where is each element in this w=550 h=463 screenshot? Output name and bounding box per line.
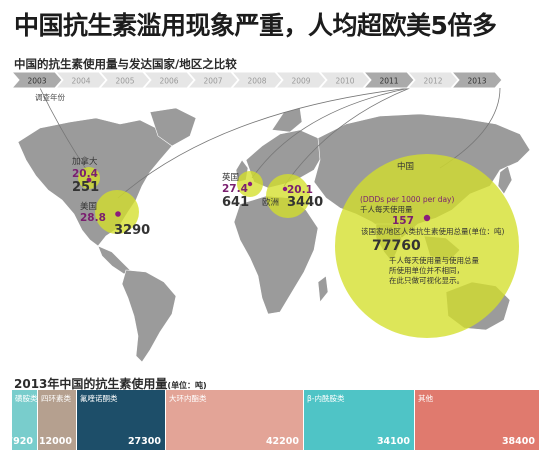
usage-segment-value: 27300 [127,436,161,447]
timeline-arrow-2013 [450,72,503,89]
timeline-arrow-2003 [10,72,63,89]
timeline-year-2008: 2008 [247,77,266,86]
chart-subtitle: 中国的抗生素使用量与发达国家/地区之比较 [14,57,237,71]
timeline-year-2004: 2004 [71,77,90,86]
south-america-landmass [121,269,177,363]
timeline-arrow-2011 [362,72,415,89]
timeline-year-2006: 2006 [159,77,178,86]
usage-segment-label: 四环素类 [41,394,71,403]
china-total-caption: 该国家/地区人类抗生素使用总量(单位：吨) [361,227,505,236]
timeline-year-2005: 2005 [115,77,134,86]
usage-segment-0: 磺胺类 7920 [12,390,37,450]
connector-usa [117,87,411,199]
connector-canada [39,87,89,173]
china-ddd-caption-cn: 千人每天使用量 [360,205,413,214]
usage-segment-value: 34100 [376,436,410,447]
usage-segment-label: 氟喹诺酮类 [80,394,118,403]
timeline-arrow-2005 [98,72,151,89]
connector-uk [251,87,411,179]
uk-total: 641 [222,195,250,210]
china-note-line3: 在此只做可视化显示。 [389,276,464,285]
timeline-arrow-2007 [186,72,239,89]
europe-total: 3440 [287,195,324,210]
usage-segment-label: 其他 [418,394,433,403]
timeline-year-2013: 2013 [467,77,486,86]
canada-name: 加拿大 [72,157,98,167]
usage-treemap: 磺胺类 7920 四环素类 12000 氟喹诺酮类 27300 大环内酯类 42200 β-内酰… [12,390,540,450]
usage-segment-5: 其他 38400 [415,390,539,450]
timeline-year-2009: 2009 [291,77,310,86]
timeline-arrow-2004 [54,72,107,89]
canada-total: 251 [72,180,100,195]
usage-title-text: 2013年中国的抗生素使用量 [14,377,168,391]
china-ddd: 157 [392,215,414,227]
usage-segment-label: 磺胺类 [15,394,37,403]
timeline-arrow-2006 [142,72,195,89]
usage-unit: (单位：吨) [167,381,207,390]
usage-title: 2013年中国的抗生素使用量(单位：吨) [14,375,207,392]
usage-segment-value: 12000 [38,436,72,447]
canada-ddd: 20.4 [72,168,98,180]
usa-ddd: 28.8 [80,212,106,224]
timeline-year-2011: 2011 [379,77,398,86]
china-note-line1: 千人每天使用量与使用总量 [389,256,479,265]
usage-segment-label: 大环内酯类 [169,394,207,403]
dot-uk [247,181,253,187]
timeline-year-2010: 2010 [335,77,354,86]
usage-segment-1: 四环素类 12000 [38,390,76,450]
dot-china [423,214,431,222]
china-ddd-caption: (DDDs per 1000 per day) [360,195,455,204]
china-name: 中国 [397,162,415,172]
usage-segment-4: β-内酰胺类 34100 [304,390,414,450]
connector-europe [283,87,411,187]
dot-usa [115,211,121,217]
europe-landmass [245,129,323,189]
page-title: 中国抗生素滥用现象严重，人均超欧美5倍多 [14,11,497,40]
survey-year-label: 调查年份 [35,93,65,102]
timeline-arrow-2012 [406,72,459,89]
uk-ddd: 27.4 [222,183,248,195]
world-map [17,87,531,363]
madagascar-landmass [317,275,329,303]
dot-europe [282,186,288,192]
china-note-line2: 所使用单位并不相同， [389,266,464,275]
dot-canada [86,177,92,183]
scandinavia-landmass [271,107,303,133]
usage-segment-label: β-内酰胺类 [307,394,345,403]
bubble-europe [266,174,310,218]
timeline-bar: 2003 2004 2005 2006 2007 2008 2009 2010 2011 2012… [10,72,503,89]
usage-segment-value: 7920 [12,436,33,447]
timeline-arrow-2010 [318,72,371,89]
usa-name: 美国 [80,202,98,212]
usage-segment-2: 氟喹诺酮类 27300 [77,390,165,450]
timeline-year-2003: 2003 [27,77,46,86]
usage-segment-value: 38400 [501,436,535,447]
timeline-arrow-2009 [274,72,327,89]
greenland-landmass [149,107,197,147]
bubble-china [335,154,519,338]
timeline-year-2007: 2007 [203,77,222,86]
timeline-year-2012: 2012 [423,77,442,86]
usage-segment-value: 42200 [265,436,299,447]
japan-landmass [497,165,513,195]
europe-name: 欧洲 [262,198,280,208]
europe-ddd: 20.1 [287,184,313,196]
central-america-landmass [97,245,131,275]
china-total: 77760 [372,238,421,254]
uk-name: 英国 [222,173,240,183]
usage-segment-3: 大环内酯类 42200 [166,390,303,450]
usa-total: 3290 [114,223,151,238]
timeline-arrow-2008 [230,72,283,89]
